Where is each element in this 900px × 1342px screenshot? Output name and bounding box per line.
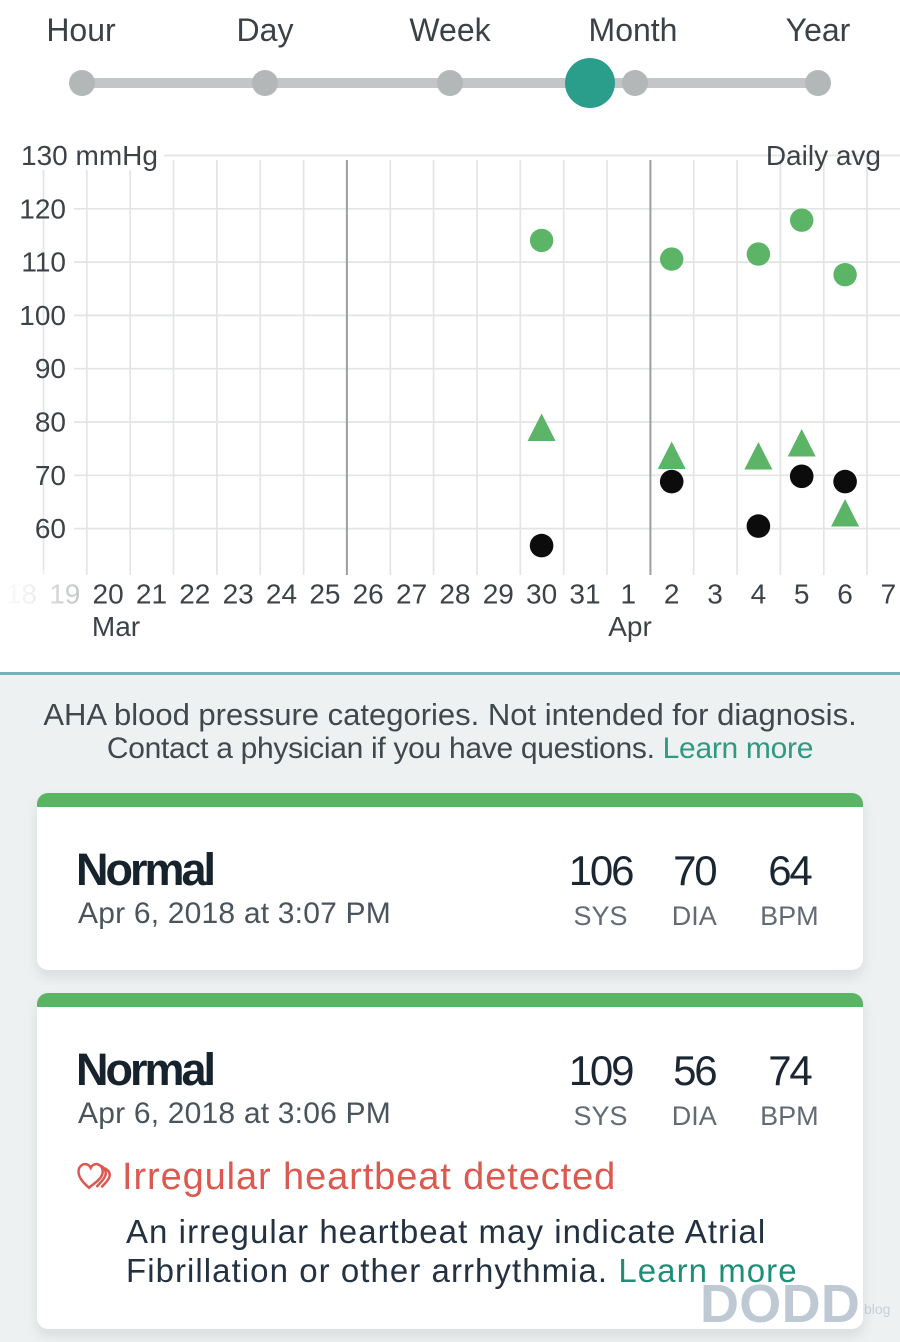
svg-text:26: 26 (353, 579, 384, 610)
svg-text:80: 80 (35, 407, 66, 438)
svg-text:23: 23 (223, 579, 254, 610)
svg-text:21: 21 (136, 579, 167, 610)
svg-text:70: 70 (35, 460, 66, 491)
svg-text:30: 30 (526, 579, 557, 610)
svg-text:20: 20 (93, 579, 124, 610)
svg-text:24: 24 (266, 579, 297, 610)
svg-text:3: 3 (707, 579, 723, 610)
svg-text:31: 31 (569, 579, 600, 610)
svg-text:6: 6 (837, 579, 853, 610)
svg-text:28: 28 (439, 579, 470, 610)
svg-text:22: 22 (179, 579, 210, 610)
svg-text:Daily avg: Daily avg (766, 140, 881, 171)
svg-text:110: 110 (21, 247, 66, 278)
svg-text:1: 1 (621, 579, 637, 610)
svg-text:60: 60 (35, 513, 66, 544)
svg-text:120: 120 (19, 193, 66, 224)
svg-text:Apr: Apr (608, 611, 652, 642)
svg-text:90: 90 (35, 353, 66, 384)
svg-text:27: 27 (396, 579, 427, 610)
svg-text:100: 100 (19, 300, 66, 331)
svg-text:130 mmHg: 130 mmHg (21, 140, 158, 171)
svg-text:Mar: Mar (92, 611, 140, 642)
svg-text:2: 2 (664, 579, 680, 610)
svg-text:4: 4 (751, 579, 767, 610)
svg-text:7: 7 (881, 579, 897, 610)
svg-text:25: 25 (309, 579, 340, 610)
svg-text:5: 5 (794, 579, 810, 610)
svg-text:29: 29 (483, 579, 514, 610)
